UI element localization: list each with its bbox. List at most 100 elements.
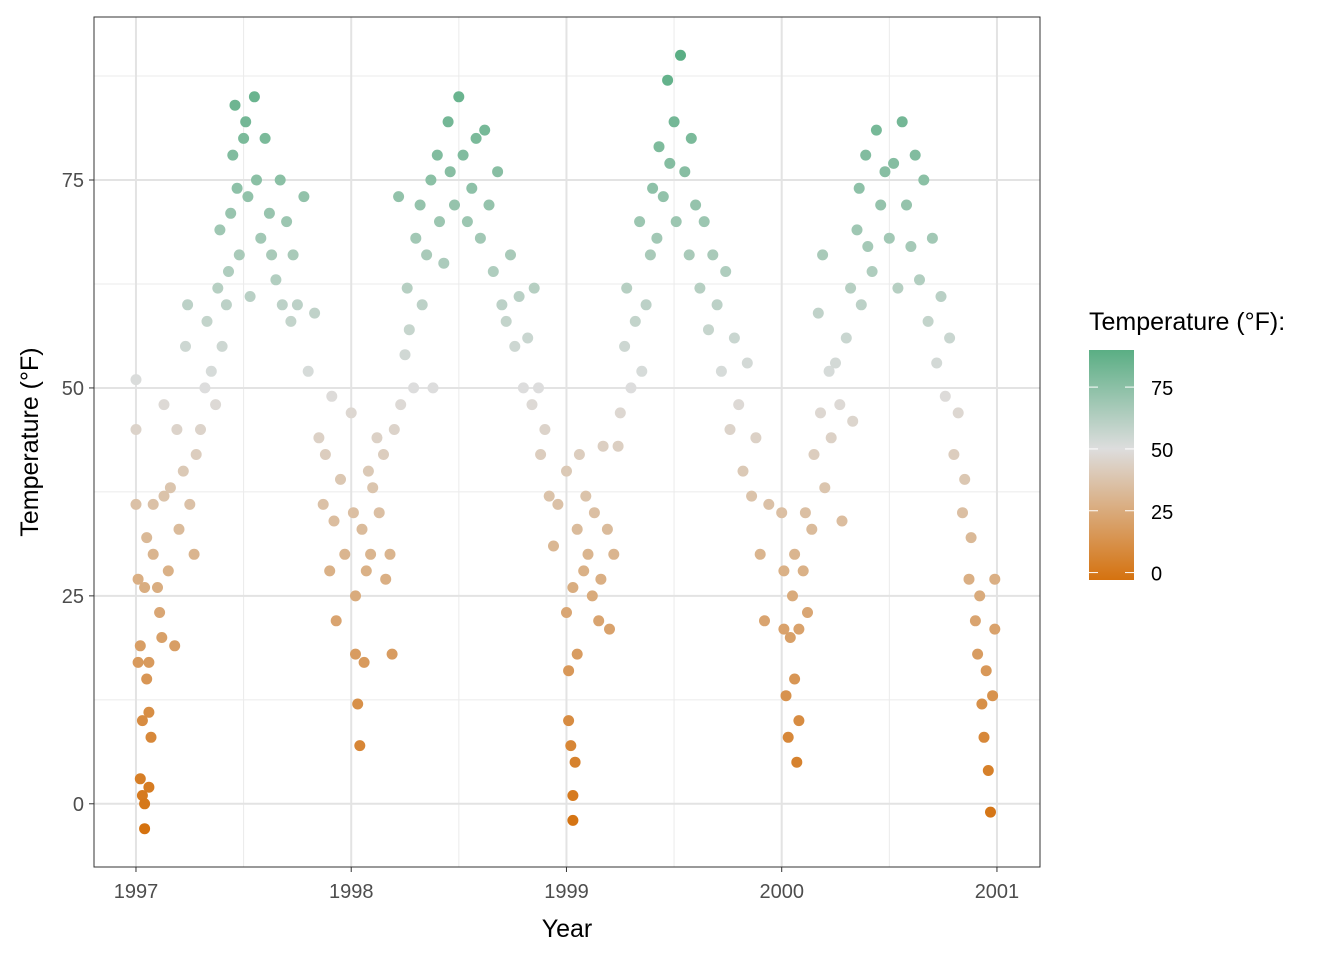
data-point bbox=[644, 249, 656, 261]
x-tick-label: 2001 bbox=[975, 881, 1020, 903]
data-point bbox=[741, 357, 753, 369]
data-point bbox=[528, 282, 540, 294]
data-point bbox=[952, 407, 964, 419]
data-point bbox=[982, 765, 994, 776]
data-point bbox=[608, 548, 620, 560]
data-point bbox=[879, 166, 891, 178]
data-point bbox=[384, 548, 396, 560]
data-point bbox=[657, 191, 669, 203]
data-point bbox=[319, 449, 331, 460]
data-point bbox=[974, 590, 986, 602]
data-point bbox=[806, 523, 818, 535]
data-point bbox=[754, 548, 766, 560]
data-point bbox=[935, 291, 947, 302]
data-point bbox=[567, 790, 579, 801]
data-point bbox=[866, 266, 878, 277]
data-point bbox=[244, 291, 256, 302]
data-point bbox=[177, 465, 189, 477]
y-axis-title: Temperature (°F) bbox=[16, 347, 44, 536]
data-point bbox=[653, 141, 665, 153]
data-point bbox=[416, 299, 428, 311]
data-point bbox=[586, 590, 598, 602]
data-point bbox=[139, 582, 151, 593]
data-point bbox=[141, 673, 153, 685]
data-point bbox=[274, 174, 286, 186]
data-point bbox=[614, 407, 626, 419]
data-point bbox=[593, 615, 605, 627]
data-point bbox=[724, 424, 736, 435]
data-point bbox=[778, 623, 790, 635]
legend: Temperature (°F): 0 25 50 75 bbox=[1089, 308, 1285, 586]
data-point bbox=[720, 266, 732, 277]
data-point bbox=[840, 332, 852, 344]
data-point bbox=[358, 656, 370, 668]
data-point bbox=[573, 449, 585, 460]
data-point bbox=[431, 149, 443, 161]
data-point bbox=[612, 440, 624, 452]
data-point bbox=[158, 399, 170, 411]
data-point bbox=[571, 523, 583, 535]
data-point bbox=[670, 216, 682, 228]
data-point bbox=[539, 424, 551, 435]
y-tick-label: 50 bbox=[62, 378, 84, 400]
data-point bbox=[787, 590, 798, 602]
data-point bbox=[561, 465, 572, 477]
data-point bbox=[233, 249, 245, 261]
data-point bbox=[238, 132, 250, 144]
data-point bbox=[931, 357, 943, 369]
data-point bbox=[853, 182, 865, 194]
data-point bbox=[750, 432, 762, 444]
data-point bbox=[651, 232, 663, 244]
data-point bbox=[565, 740, 577, 752]
data-point bbox=[690, 199, 702, 211]
data-point bbox=[847, 415, 859, 427]
x-tick-label: 1998 bbox=[329, 881, 374, 903]
data-point bbox=[604, 623, 615, 635]
data-point bbox=[350, 590, 361, 602]
data-point bbox=[985, 806, 996, 818]
data-point bbox=[427, 382, 439, 394]
data-point bbox=[139, 823, 151, 835]
data-point bbox=[352, 698, 364, 710]
data-point bbox=[597, 440, 609, 452]
data-point bbox=[791, 756, 803, 768]
data-point bbox=[797, 565, 809, 577]
data-point bbox=[132, 573, 144, 585]
data-point bbox=[276, 299, 288, 311]
data-point bbox=[703, 324, 714, 336]
data-point bbox=[513, 291, 525, 302]
data-point bbox=[698, 216, 710, 228]
data-point bbox=[901, 199, 912, 211]
data-point bbox=[601, 523, 613, 535]
data-point bbox=[188, 548, 200, 560]
data-point bbox=[395, 399, 407, 411]
data-point bbox=[414, 199, 426, 211]
data-point bbox=[860, 149, 872, 161]
data-point bbox=[356, 523, 368, 535]
data-point bbox=[173, 523, 185, 535]
legend-tick-label: 50 bbox=[1151, 440, 1173, 462]
data-point bbox=[259, 132, 271, 144]
data-point bbox=[130, 424, 142, 435]
legend-tick-label: 75 bbox=[1151, 378, 1173, 400]
data-point bbox=[875, 199, 887, 211]
data-point bbox=[309, 307, 321, 319]
data-point bbox=[793, 623, 805, 635]
data-point bbox=[147, 498, 159, 510]
data-point bbox=[862, 241, 874, 252]
data-point bbox=[201, 315, 213, 327]
data-point bbox=[517, 382, 529, 394]
data-point bbox=[636, 365, 648, 377]
data-point bbox=[393, 191, 405, 203]
data-point bbox=[621, 282, 633, 294]
data-point bbox=[569, 756, 581, 768]
data-point bbox=[793, 715, 805, 727]
data-point bbox=[182, 299, 194, 311]
data-point bbox=[978, 731, 990, 743]
data-point bbox=[240, 116, 252, 128]
data-point bbox=[335, 473, 346, 485]
data-point bbox=[229, 99, 241, 111]
data-point bbox=[496, 299, 508, 311]
x-tick-label: 1999 bbox=[544, 881, 589, 903]
data-point bbox=[399, 349, 411, 361]
